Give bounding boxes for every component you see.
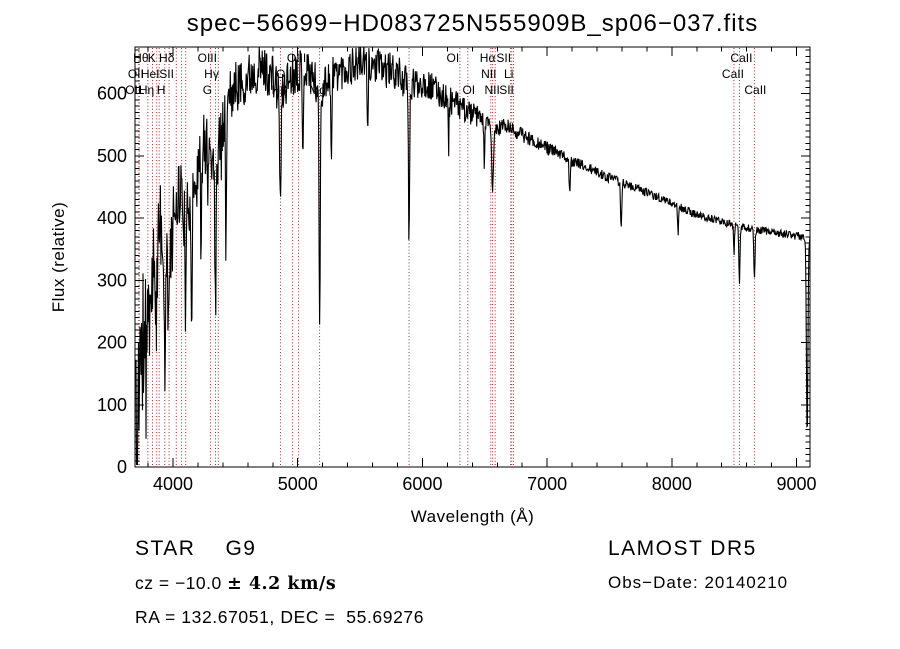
x-tick-label: 6000	[402, 474, 442, 494]
x-tick-label: 9000	[777, 474, 817, 494]
spectral-line-label: SII	[496, 51, 511, 65]
spectral-line-label: OI	[447, 51, 460, 65]
spectral-line-label: CaII	[730, 51, 752, 65]
cz-error: ± 4.2 km/s	[227, 574, 337, 594]
y-tick-label: 300	[97, 270, 127, 290]
cz-value: cz = −10.0	[135, 573, 228, 593]
spectral-line-label: OIII	[198, 51, 217, 65]
axis-ticks	[135, 47, 810, 468]
y-tick-label: 0	[117, 457, 127, 477]
ra-dec-text: RA = 132.67051, DEC = 55.69276	[135, 607, 425, 627]
y-tick-label: 400	[97, 208, 127, 228]
obs-date-text: Obs−Date: 20140210	[608, 573, 789, 592]
spectral-line-label: NII	[485, 83, 500, 97]
spectral-line-label: K	[148, 51, 156, 65]
spectrum-curve	[135, 47, 810, 466]
x-tick-label: 4000	[153, 474, 193, 494]
x-axis-label: Wavelength (Å)	[410, 507, 535, 526]
spectral-line-label: Hα	[480, 51, 496, 65]
y-tick-labels: 0 100 200 300 400 500 600	[97, 84, 127, 477]
spectral-line-label: Hθ	[133, 51, 149, 65]
spectral-line-label: Hδ	[159, 51, 175, 65]
spectral-line-label: CaII	[744, 83, 766, 97]
spectral-line-label: SII	[499, 83, 514, 97]
y-tick-label: 100	[97, 395, 127, 415]
spectral-line-label: CaII	[722, 67, 744, 81]
spectral-line-label: Hη	[139, 83, 154, 97]
y-tick-label: 200	[97, 333, 127, 353]
x-tick-label: 5000	[278, 474, 318, 494]
y-axis-label: Flux (relative)	[49, 201, 68, 313]
spectral-line-markers	[138, 48, 755, 466]
x-tick-labels: 4000 5000 6000 7000 8000 9000	[153, 474, 817, 494]
x-tick-label: 7000	[527, 474, 567, 494]
spectral-line-label: G	[203, 83, 212, 97]
spectral-line-label: OI	[462, 83, 475, 97]
spectral-line-label: HeI	[141, 67, 160, 81]
spectral-line-label: Li	[504, 67, 513, 81]
subclass-label: G9	[225, 537, 257, 560]
y-tick-label: 500	[97, 146, 127, 166]
y-tick-label: 600	[97, 84, 127, 104]
x-tick-label: 8000	[652, 474, 692, 494]
radial-velocity-text: cz = −10.0 ± 4.2 km/s	[135, 573, 336, 594]
plot-title: spec−56699−HD083725N555909B_sp06−037.fit…	[186, 10, 759, 37]
spectral-line-label: Hγ	[204, 67, 219, 81]
survey-release-text: LAMOST DR5	[608, 537, 757, 560]
spectral-line-label: OII	[128, 67, 144, 81]
spectral-line-label: NII	[481, 67, 496, 81]
class-label: STAR	[135, 537, 196, 560]
spectral-line-label: SII	[159, 67, 174, 81]
spectral-line-label: H	[157, 83, 166, 97]
classification-text: STAR G9	[135, 537, 256, 561]
